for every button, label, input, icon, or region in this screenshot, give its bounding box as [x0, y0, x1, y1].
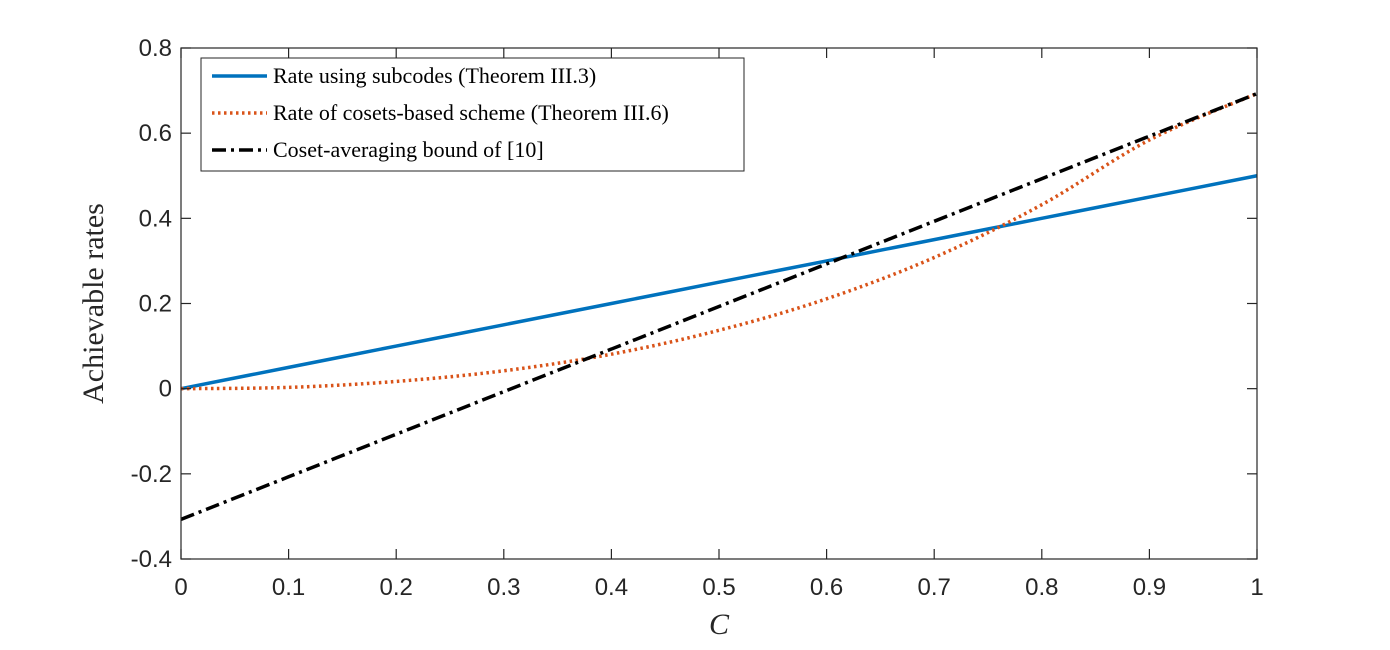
legend: Rate using subcodes (Theorem III.3) Rate … — [200, 57, 745, 172]
legend-label-1: Rate using subcodes (Theorem III.3) — [273, 63, 596, 88]
y-tick-label: 0.8 — [139, 35, 172, 62]
y-tick-label: 0.4 — [139, 205, 172, 232]
series-line-3 — [180, 91, 1258, 522]
series-layer — [180, 91, 1258, 522]
x-tick-label: 0.7 — [918, 574, 951, 601]
y-axis-label: Achievable rates — [77, 203, 110, 404]
y-tick-label: -0.2 — [131, 461, 172, 488]
x-tick-label: 0.2 — [380, 574, 413, 601]
series-line-1 — [180, 174, 1258, 391]
y-tick-label: 0.2 — [139, 291, 172, 318]
x-axis-label: C — [709, 608, 730, 641]
y-tick-label: 0 — [159, 376, 172, 403]
x-tick-label: 0.1 — [272, 574, 305, 601]
x-tick-label: 0.5 — [702, 574, 735, 601]
x-tick-label: 0.3 — [487, 574, 520, 601]
x-tick-label: 0.9 — [1133, 574, 1166, 601]
x-tick-label: 0.4 — [595, 574, 628, 601]
axes: 0 0.1 0.2 0.3 0.4 0.5 0.6 0.7 0.8 0.9 1 -0.4 -0.2 0 0.… — [77, 35, 1264, 641]
legend-label-2: Rate of cosets-based scheme (Theorem III… — [273, 100, 669, 125]
x-tick-label: 0.8 — [1025, 574, 1058, 601]
y-tick-label: 0.6 — [139, 120, 172, 147]
x-tick-label: 1 — [1250, 574, 1263, 601]
y-tick-label: -0.4 — [131, 546, 172, 573]
x-tick-label: 0.6 — [810, 574, 843, 601]
x-tick-label: 0 — [174, 574, 187, 601]
legend-box — [200, 57, 745, 172]
legend-label-3: Coset-averaging bound of [10] — [273, 137, 544, 162]
